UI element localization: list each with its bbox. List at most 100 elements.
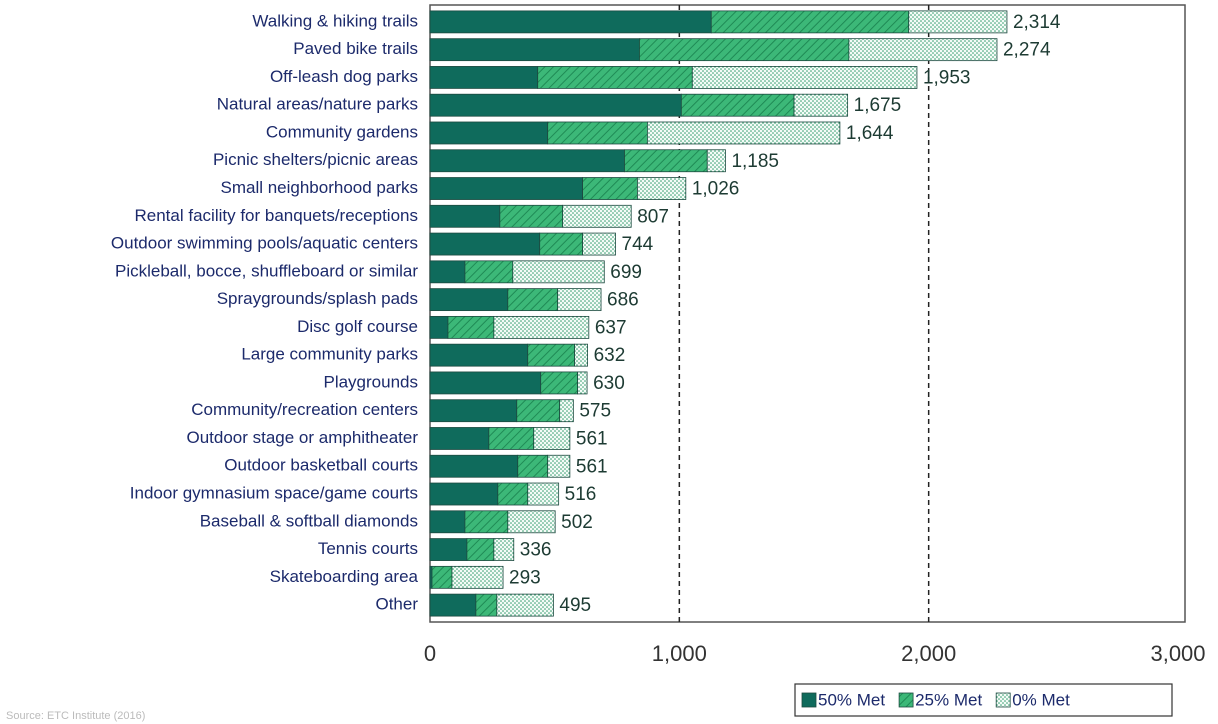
category-label: Rental facility for banquets/receptions bbox=[135, 206, 419, 225]
bar-segment bbox=[496, 593, 554, 617]
bar-segment bbox=[533, 427, 571, 450]
category-label: Community gardens bbox=[266, 122, 418, 141]
category-label: Outdoor swimming pools/aquatic centers bbox=[111, 234, 418, 253]
bar-segment bbox=[793, 93, 849, 117]
category-label: Off-leash dog parks bbox=[270, 67, 418, 86]
bar-segment bbox=[429, 482, 499, 506]
bar-segment bbox=[517, 454, 549, 478]
bar-segment bbox=[429, 510, 466, 534]
bar-segment bbox=[639, 38, 850, 62]
bar-segment bbox=[582, 232, 616, 256]
total-label: 630 bbox=[593, 373, 625, 394]
bar-segment bbox=[429, 38, 640, 62]
bar-segment bbox=[499, 204, 564, 228]
bar-segment bbox=[429, 427, 490, 450]
bar-segment bbox=[540, 371, 579, 395]
bar-segment bbox=[429, 315, 449, 339]
legend-box bbox=[794, 683, 1173, 717]
total-label: 744 bbox=[622, 234, 654, 255]
total-label: 561 bbox=[576, 428, 608, 449]
bar-segment bbox=[577, 371, 588, 395]
total-label: 293 bbox=[509, 567, 541, 588]
bar-segment bbox=[582, 177, 638, 200]
total-label: 1,026 bbox=[692, 179, 740, 200]
bar-segment bbox=[429, 93, 682, 117]
legend-swatch bbox=[801, 692, 817, 708]
bar-segment bbox=[447, 315, 495, 339]
bar-segment bbox=[429, 177, 583, 200]
x-tick-label: 3,000 bbox=[1150, 641, 1205, 666]
total-label: 807 bbox=[637, 206, 669, 227]
bar-segment bbox=[557, 288, 602, 312]
bar-segment bbox=[429, 121, 549, 145]
bar-segment bbox=[429, 399, 518, 423]
bar-segment bbox=[559, 399, 574, 423]
category-label: Playgrounds bbox=[323, 372, 418, 391]
category-label: Skateboarding area bbox=[270, 567, 419, 586]
total-label: 686 bbox=[607, 290, 639, 311]
total-label: 575 bbox=[579, 401, 611, 422]
bar-segment bbox=[512, 260, 605, 284]
legend-swatch bbox=[898, 692, 914, 708]
category-label: Spraygrounds/splash pads bbox=[217, 289, 418, 308]
bar-segment bbox=[429, 260, 466, 284]
legend-label: 50% Met bbox=[818, 690, 885, 709]
category-label: Small neighborhood parks bbox=[220, 178, 418, 197]
bar-segment bbox=[637, 177, 687, 200]
category-label: Paved bike trails bbox=[293, 39, 418, 58]
bar-segment bbox=[429, 454, 519, 478]
bar-segment bbox=[507, 288, 559, 312]
category-label: Pickleball, bocce, shuffleboard or simil… bbox=[115, 261, 418, 280]
legend-label: 0% Met bbox=[1012, 690, 1070, 709]
bar-segment bbox=[680, 93, 795, 117]
bar-segment bbox=[848, 38, 998, 62]
source-note: Source: ETC Institute (2016) bbox=[6, 710, 145, 722]
category-label: Walking & hiking trails bbox=[252, 11, 418, 30]
total-label: 2,314 bbox=[1013, 12, 1061, 33]
bar-segment bbox=[429, 371, 542, 395]
total-label: 1,675 bbox=[854, 95, 902, 116]
bar-segment bbox=[706, 149, 726, 173]
bar-segment bbox=[429, 10, 712, 34]
total-label: 1,644 bbox=[846, 123, 894, 144]
bar-segment bbox=[429, 232, 541, 256]
bar-segment bbox=[466, 538, 495, 561]
category-label: Community/recreation centers bbox=[191, 400, 418, 419]
bar-segment bbox=[464, 510, 509, 534]
category-label: Natural areas/nature parks bbox=[217, 95, 418, 114]
bar-segment bbox=[507, 510, 556, 534]
bar-segment bbox=[429, 66, 539, 89]
x-tick-label: 0 bbox=[424, 641, 436, 666]
category-label: Tennis courts bbox=[318, 539, 418, 558]
bar-segment bbox=[429, 343, 529, 367]
bar-segment bbox=[527, 482, 560, 506]
total-label: 516 bbox=[565, 484, 597, 505]
bar-segment bbox=[527, 343, 576, 367]
bar-segment bbox=[562, 204, 632, 228]
x-tick-label: 2,000 bbox=[901, 641, 956, 666]
category-label: Other bbox=[375, 595, 418, 614]
bar-segment bbox=[464, 260, 514, 284]
bar-segment bbox=[429, 593, 477, 617]
bar-segment bbox=[488, 427, 535, 450]
bar-segment bbox=[516, 399, 561, 423]
legend-label: 25% Met bbox=[915, 690, 982, 709]
total-label: 1,185 bbox=[731, 151, 779, 172]
category-label: Large community parks bbox=[241, 345, 418, 364]
category-label: Indoor gymnasium space/game courts bbox=[130, 484, 418, 503]
bar-segment bbox=[431, 565, 453, 589]
bar-segment bbox=[493, 315, 590, 339]
x-tick-label: 1,000 bbox=[652, 641, 707, 666]
category-label: Baseball & softball diamonds bbox=[200, 511, 418, 530]
bar-segment bbox=[475, 593, 498, 617]
bar-segment bbox=[539, 232, 583, 256]
total-label: 502 bbox=[561, 512, 593, 533]
bar-segment bbox=[451, 565, 504, 589]
category-label: Outdoor stage or amphitheater bbox=[186, 428, 418, 447]
bar-segment bbox=[908, 10, 1008, 34]
bar-segment bbox=[429, 288, 509, 312]
bar-segment bbox=[429, 149, 625, 173]
total-label: 2,274 bbox=[1003, 40, 1051, 61]
total-label: 1,953 bbox=[923, 67, 971, 88]
